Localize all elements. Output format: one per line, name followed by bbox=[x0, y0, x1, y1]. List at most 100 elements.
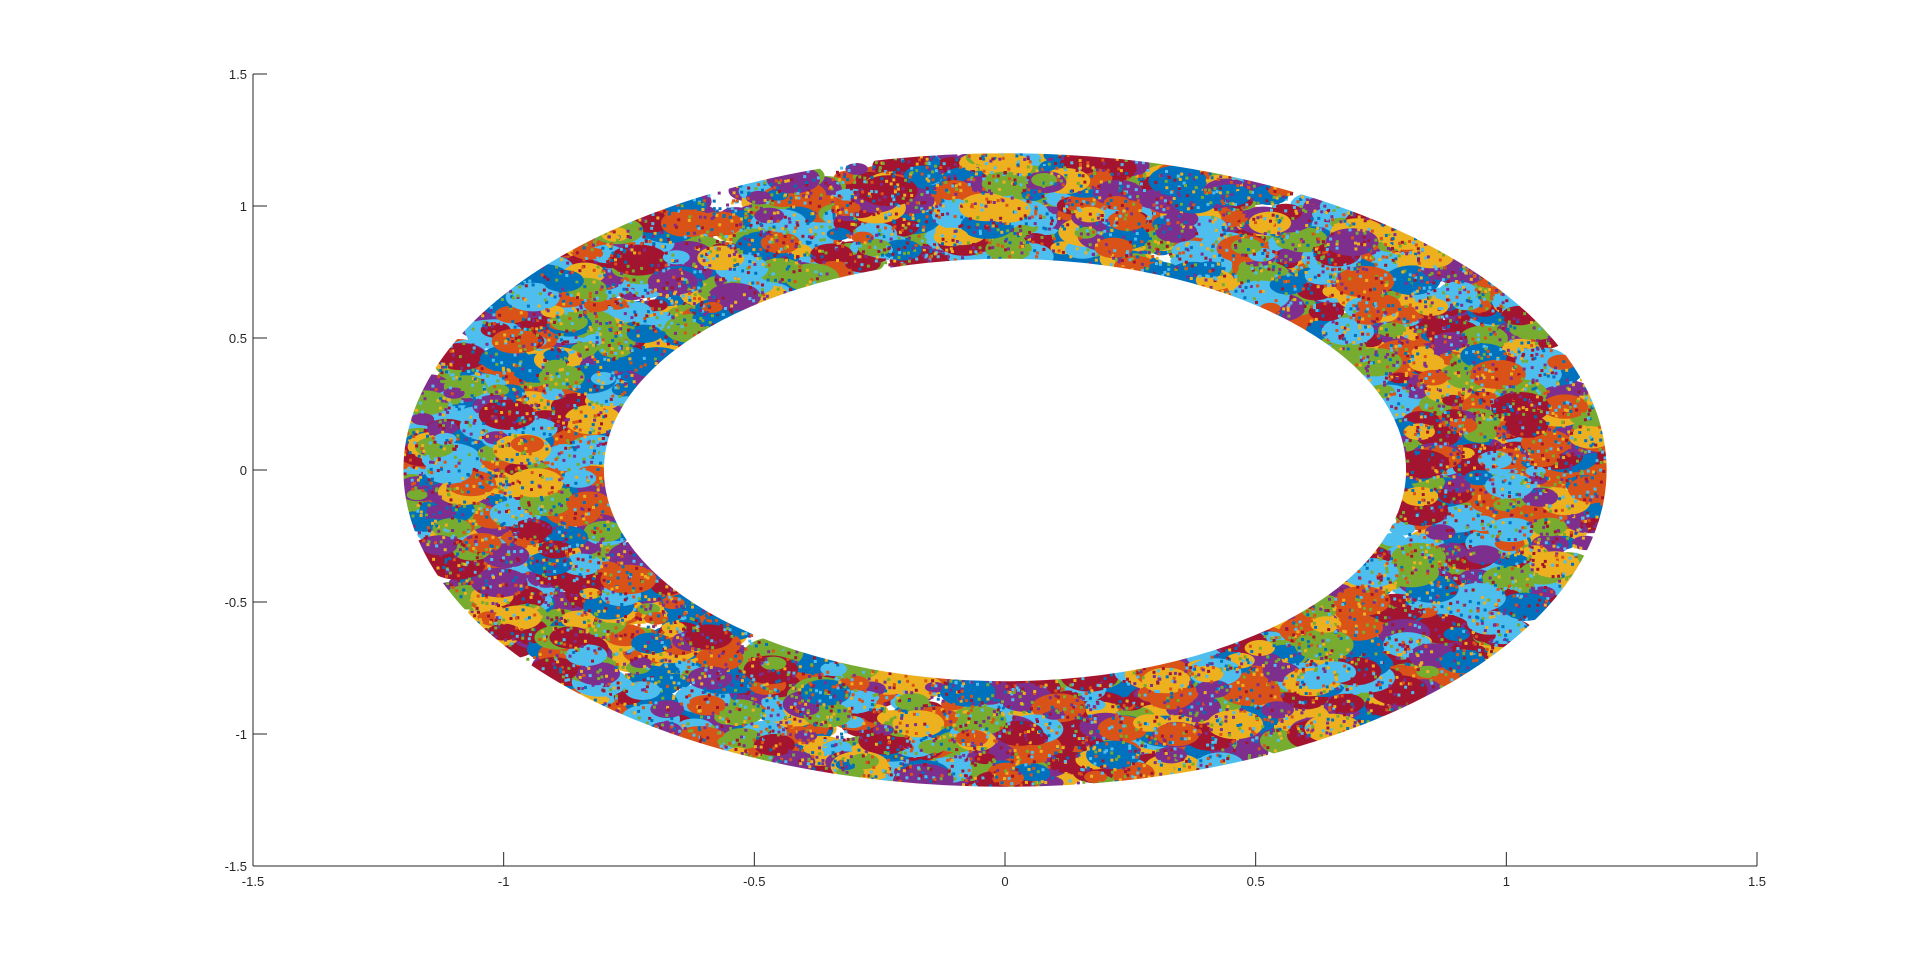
scatter-point bbox=[1410, 554, 1414, 558]
scatter-point bbox=[467, 370, 471, 373]
scatter-point bbox=[515, 634, 519, 638]
scatter-point bbox=[1088, 261, 1092, 265]
scatter-point bbox=[914, 707, 918, 711]
scatter-point bbox=[1453, 274, 1457, 278]
scatter-point bbox=[1580, 378, 1583, 382]
scatter-point bbox=[897, 247, 901, 251]
scatter-point bbox=[1456, 557, 1460, 561]
scatter-point bbox=[1593, 525, 1597, 529]
scatter-point bbox=[528, 517, 531, 521]
scatter-point bbox=[1543, 363, 1547, 367]
scatter-point bbox=[906, 216, 910, 220]
scatter-point bbox=[1548, 428, 1551, 432]
scatter-point bbox=[1477, 367, 1481, 371]
scatter-point bbox=[753, 745, 757, 749]
scatter-point bbox=[1403, 361, 1406, 365]
scatter-point bbox=[1352, 705, 1356, 709]
scatter-point bbox=[823, 720, 827, 724]
scatter-point bbox=[828, 225, 832, 229]
scatter-point bbox=[556, 311, 560, 315]
scatter-point bbox=[1498, 318, 1502, 322]
scatter-point bbox=[798, 741, 802, 745]
scatter-point bbox=[945, 248, 949, 252]
scatter-point bbox=[935, 205, 939, 209]
scatter-point bbox=[636, 329, 640, 333]
scatter-point bbox=[1536, 484, 1540, 488]
scatter-cluster bbox=[510, 435, 545, 453]
scatter-point bbox=[1512, 317, 1516, 320]
scatter-point bbox=[513, 399, 516, 403]
scatter-point bbox=[1502, 552, 1506, 556]
scatter-point bbox=[1491, 646, 1495, 650]
scatter-point bbox=[1453, 591, 1457, 595]
scatter-point bbox=[960, 687, 964, 691]
scatter-point bbox=[1525, 359, 1529, 363]
scatter-point bbox=[1501, 301, 1505, 305]
scatter-point bbox=[1360, 584, 1364, 588]
scatter-cluster bbox=[1031, 173, 1058, 187]
scatter-point bbox=[818, 673, 822, 677]
scatter-cluster bbox=[1031, 702, 1052, 714]
scatter-point bbox=[880, 233, 884, 237]
scatter-point bbox=[1492, 514, 1496, 518]
scatter-point bbox=[595, 503, 599, 507]
scatter-point bbox=[1250, 733, 1253, 737]
scatter-point bbox=[419, 475, 423, 479]
scatter-point bbox=[429, 481, 433, 485]
scatter-point bbox=[1377, 643, 1381, 646]
scatter-point bbox=[650, 226, 654, 230]
scatter-point bbox=[1496, 306, 1500, 310]
scatter-point bbox=[626, 557, 630, 561]
scatter-point bbox=[987, 181, 991, 185]
scatter-point bbox=[702, 738, 706, 742]
scatter-point bbox=[1457, 312, 1461, 316]
scatter-point bbox=[1039, 684, 1043, 688]
scatter-point bbox=[456, 574, 460, 578]
scatter-point bbox=[1469, 552, 1473, 556]
scatter-point bbox=[482, 422, 486, 425]
scatter-point bbox=[1208, 269, 1212, 273]
scatter-point bbox=[607, 556, 611, 560]
scatter-point bbox=[540, 581, 544, 585]
scatter-point bbox=[1380, 281, 1384, 285]
scatter-point bbox=[1119, 775, 1123, 778]
scatter-point bbox=[621, 666, 625, 669]
scatter-point bbox=[885, 696, 889, 700]
scatter-point bbox=[651, 621, 654, 625]
scatter-point bbox=[952, 772, 956, 776]
scatter-point bbox=[1417, 251, 1421, 255]
scatter-point bbox=[445, 506, 449, 510]
scatter-point bbox=[1467, 477, 1471, 481]
scatter-point bbox=[1403, 380, 1407, 384]
scatter-point bbox=[1073, 734, 1077, 738]
scatter-point bbox=[1140, 240, 1144, 244]
scatter-point bbox=[438, 424, 442, 428]
scatter-point bbox=[961, 256, 964, 260]
scatter-cluster bbox=[1327, 693, 1365, 713]
scatter-point bbox=[1430, 506, 1434, 510]
scatter-point bbox=[1509, 339, 1513, 343]
scatter-point bbox=[744, 705, 747, 709]
scatter-point bbox=[886, 752, 890, 756]
scatter-point bbox=[913, 754, 917, 758]
scatter-point bbox=[633, 310, 637, 314]
scatter-point bbox=[928, 703, 931, 707]
scatter-point bbox=[546, 616, 550, 620]
scatter-point bbox=[493, 441, 497, 445]
scatter-point bbox=[791, 261, 795, 265]
scatter-point bbox=[1301, 637, 1304, 641]
scatter-point bbox=[1370, 592, 1374, 596]
scatter-point bbox=[1325, 685, 1329, 689]
scatter-point bbox=[1450, 500, 1454, 503]
scatter-point bbox=[1521, 426, 1525, 430]
scatter-point bbox=[670, 676, 673, 680]
scatter-point bbox=[569, 535, 573, 539]
scatter-point bbox=[1083, 718, 1086, 722]
scatter-point bbox=[1509, 435, 1513, 439]
scatter-point bbox=[447, 406, 451, 410]
scatter-point bbox=[1250, 703, 1254, 707]
scatter-point bbox=[1452, 489, 1456, 493]
scatter-point bbox=[958, 755, 962, 759]
scatter-point bbox=[871, 755, 874, 759]
scatter-point bbox=[455, 567, 459, 571]
